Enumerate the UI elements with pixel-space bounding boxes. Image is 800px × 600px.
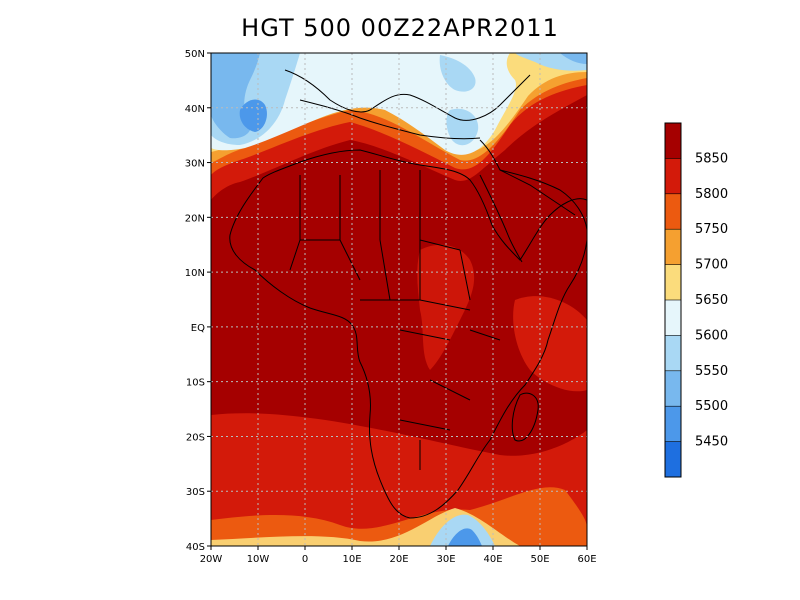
colorbar-swatch [665,229,681,266]
lat-tick-label: 30S [186,487,205,498]
lat-tick-label: 40S [186,542,205,553]
lon-tick-label: 60E [577,554,596,565]
longitude-labels: 20W 10W 0 10E 20E 30E 40E 50E 60E [200,546,597,565]
lon-tick-label: 0 [302,554,308,565]
lon-tick-label: 20E [389,554,408,565]
colorbar-swatch [665,441,681,478]
colorbar-swatch [665,264,681,301]
colorbar-swatch [665,193,681,230]
colorbar-label: 5600 [695,328,728,343]
colorbar: 5850 5800 5750 5700 5650 5600 5550 5500 5450 [664,122,728,478]
colorbar-swatch [665,370,681,407]
lon-tick-label: 30E [436,554,455,565]
colorbar-label: 5700 [695,258,728,273]
lat-tick-label: 30N [185,159,205,170]
map-title: HGT 500 00Z22APR2011 [241,14,559,42]
colorbar-label: 5550 [695,364,728,379]
lon-tick-label: 40E [483,554,502,565]
colorbar-swatch [665,300,681,336]
lon-tick-label: 20W [200,554,223,565]
lat-tick-label: 50N [185,49,205,60]
lon-tick-label: 10E [342,554,361,565]
lat-tick-label: 40N [185,104,205,115]
colorbar-label: 5450 [695,435,728,450]
lat-tick-label: 20S [186,432,205,443]
latitude-labels: 50N 40N 30N 20N 10N EQ 10S 20S 30S 40S [185,49,211,553]
colorbar-label: 5800 [695,187,728,202]
lat-tick-label: EQ [191,323,205,334]
lon-tick-label: 50E [530,554,549,565]
colorbar-label: 5500 [695,399,728,414]
colorbar-label: 5750 [695,222,728,237]
lat-tick-label: 20N [185,213,205,224]
colorbar-swatch [665,335,681,372]
coastlines [229,69,587,519]
lat-tick-label: 10S [186,378,205,389]
colorbar-label: 5650 [695,293,728,308]
colorbar-label: 5850 [695,151,728,166]
gridlines [211,53,587,546]
colorbar-swatch [665,406,681,443]
colorbar-swatch [665,158,681,195]
lon-tick-label: 10W [247,554,270,565]
colorbar-swatch [665,123,681,159]
lat-tick-label: 10N [185,268,205,279]
